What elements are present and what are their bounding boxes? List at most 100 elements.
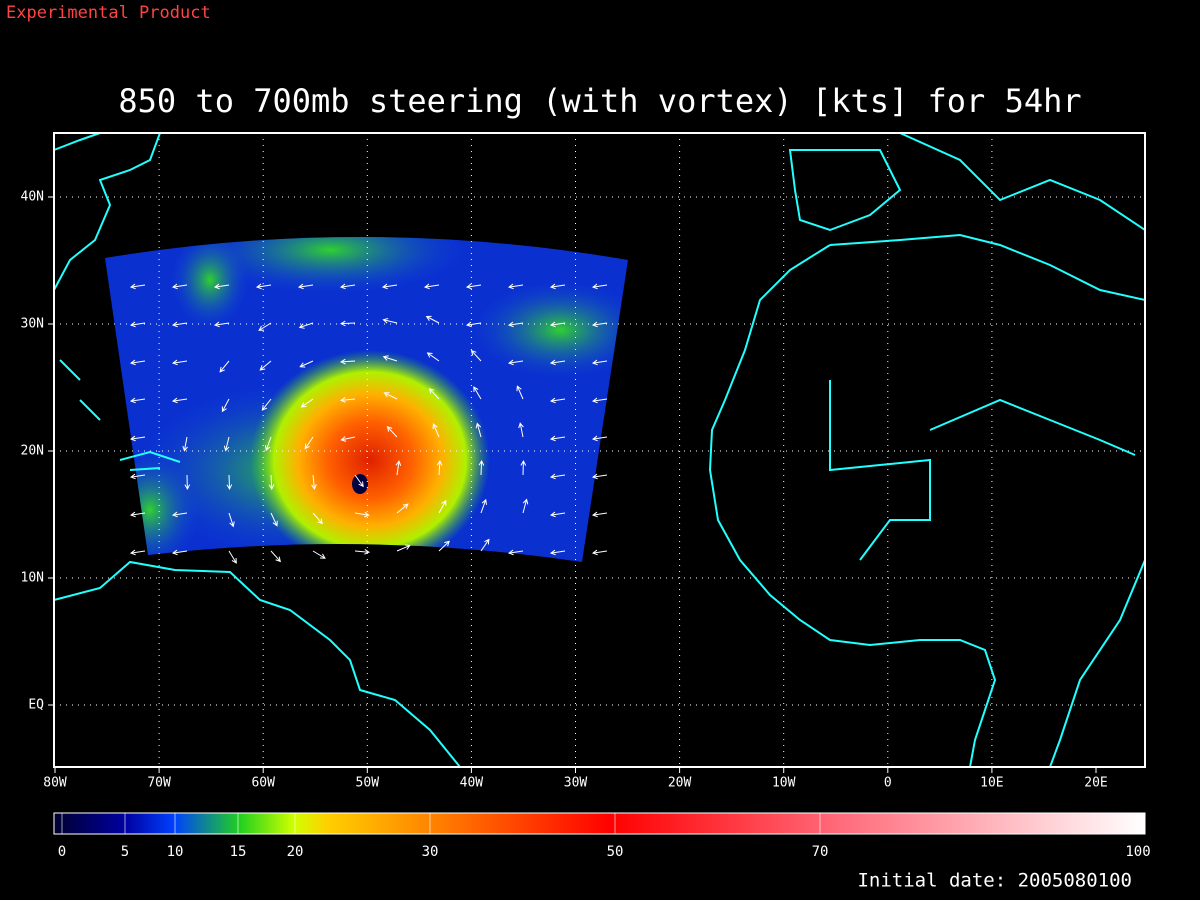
wind-arrow <box>549 473 566 480</box>
colorbar-label: 20 <box>287 844 304 860</box>
product-note: Experimental Product <box>6 3 211 23</box>
wind-arrow <box>507 359 524 366</box>
wind-arrow <box>219 360 230 373</box>
wind-arrow <box>591 511 608 518</box>
wind-arrow <box>383 392 398 400</box>
colorbar-label: 50 <box>607 844 624 860</box>
lat-label: 10N <box>21 571 44 586</box>
wind-arrow <box>591 473 608 480</box>
wind-arrow <box>386 426 398 438</box>
wind-arrow <box>339 358 356 365</box>
wind-arrow <box>354 474 364 488</box>
title: 850 to 700mb steering (with vortex) [kts… <box>118 82 1081 120</box>
lon-label: 0 <box>884 776 892 791</box>
wind-arrow <box>549 397 566 404</box>
wind-arrow <box>340 397 356 403</box>
wind-arrow <box>428 387 440 400</box>
wind-arrow <box>480 498 488 514</box>
wind-arrow <box>436 459 443 476</box>
wind-arrow <box>270 550 282 563</box>
wind-arrow <box>171 549 188 556</box>
lat-label: EQ <box>28 698 44 713</box>
colorbar-labels: 0 5 10 15 20 30 50 70 100 <box>58 813 1151 860</box>
wind-arrow <box>311 474 317 490</box>
wind-arrow <box>261 398 272 411</box>
wind-arrow <box>475 422 482 438</box>
wind-arrow <box>465 283 482 290</box>
wind-arrow <box>129 359 146 366</box>
colorbar-label: 15 <box>230 844 247 860</box>
lat-label: 20N <box>21 444 44 459</box>
colorbar-label: 100 <box>1125 844 1150 860</box>
wind-arrow <box>438 540 450 552</box>
wind-arrow <box>182 436 188 452</box>
wind-arrow <box>228 512 235 528</box>
wind-arrow <box>507 549 524 556</box>
lon-label: 10W <box>772 776 796 791</box>
map-axes: 80W 70W 60W 50W 40W 30W 20W 10W 0 10E 20E 40N 30N 20N… <box>21 190 1108 791</box>
wind-arrow <box>268 474 275 491</box>
wind-arrow <box>129 435 146 442</box>
lon-label: 10E <box>980 776 1003 791</box>
wind-arrow <box>226 474 233 491</box>
colorbar-label: 5 <box>121 844 129 860</box>
lon-label: 50W <box>356 776 380 791</box>
wind-arrow <box>339 320 356 327</box>
wind-arrow <box>354 549 370 555</box>
lat-label: 40N <box>21 190 44 205</box>
wind-arrow <box>549 283 566 290</box>
wind-arrow <box>516 385 524 400</box>
wind-arrow <box>591 359 608 366</box>
colorbar-label: 10 <box>167 844 184 860</box>
wind-arrow <box>223 436 230 452</box>
wind-arrow <box>354 511 370 518</box>
wind-arrow <box>297 283 314 290</box>
wind-arrow <box>382 355 398 362</box>
wind-arrow <box>591 397 608 404</box>
wind-arrow <box>339 283 356 290</box>
wind-arrow <box>312 550 326 559</box>
wind-arrow <box>129 511 146 518</box>
steering-field <box>105 236 628 562</box>
graticule <box>54 133 1145 767</box>
wind-arrow <box>396 544 411 552</box>
wind-arrow <box>470 349 482 362</box>
wind-arrow <box>591 435 608 442</box>
wind-arrow <box>171 397 188 404</box>
wind-arrow <box>129 473 146 480</box>
wind-arrow <box>549 511 566 518</box>
wind-arrow <box>255 283 272 290</box>
wind-arrow <box>270 512 278 527</box>
wind-arrow <box>304 436 314 450</box>
wind-arrow <box>264 436 272 452</box>
wind-arrow <box>381 283 398 290</box>
wind-arrow <box>258 322 272 331</box>
lon-label: 80W <box>43 776 67 791</box>
wind-arrow <box>591 549 608 556</box>
wind-arrow <box>129 397 146 404</box>
wind-arrow <box>129 283 146 290</box>
wind-arrow <box>549 359 566 366</box>
wind-arrow <box>473 386 482 400</box>
wind-arrow <box>228 550 237 564</box>
lon-label: 60W <box>251 776 275 791</box>
wind-arrow <box>549 549 566 556</box>
wind-arrow <box>426 352 440 362</box>
wind-arrow <box>171 359 188 366</box>
wind-arrow <box>129 549 146 556</box>
lon-label: 70W <box>147 776 171 791</box>
wind-arrow <box>522 498 529 514</box>
wind-arrow <box>171 283 188 290</box>
wind-arrow <box>340 436 356 442</box>
lon-label: 30W <box>564 776 588 791</box>
colorbar-label: 30 <box>422 844 439 860</box>
lon-label: 20E <box>1084 776 1107 791</box>
wind-arrow <box>478 459 485 476</box>
wind-arrow <box>184 474 191 491</box>
wind-arrow <box>396 503 409 514</box>
wind-arrow <box>213 283 230 290</box>
wind-arrow <box>591 283 608 290</box>
wind-arrow <box>395 460 402 476</box>
coastlines <box>53 132 1146 768</box>
